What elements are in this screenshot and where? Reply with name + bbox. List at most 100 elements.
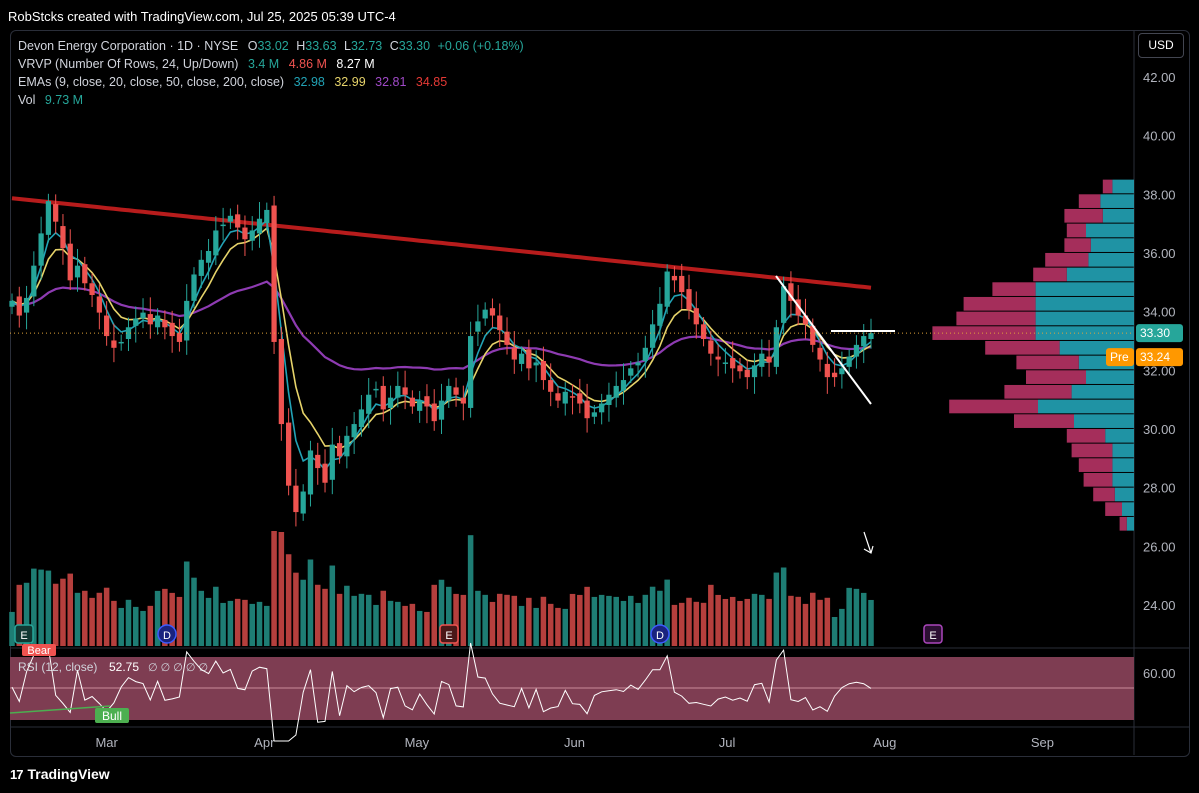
candle-body: [82, 264, 88, 284]
volume-bar: [649, 586, 656, 646]
volume-profile-up: [1071, 384, 1134, 399]
candle-body: [235, 214, 241, 228]
volume-bar: [271, 531, 277, 646]
volume-profile-up: [1035, 311, 1134, 326]
volume-bar: [198, 590, 205, 646]
volume-profile-down: [1064, 238, 1091, 252]
volume-profile-down: [1093, 487, 1115, 502]
legend-vrvp-row[interactable]: VRVP (Number Of Rows, 24, Up/Down) 3.4 M…: [18, 57, 375, 71]
candle-body: [249, 230, 255, 241]
high-value: 33.63: [305, 39, 337, 53]
vrvp-total: 8.27 M: [336, 57, 375, 71]
candle-body: [395, 385, 401, 398]
candle-body: [831, 372, 838, 378]
legend-vol-row[interactable]: Vol 9.73 M: [18, 93, 83, 107]
volume-bar: [788, 595, 794, 646]
volume-bar: [264, 605, 270, 646]
candle-body: [31, 265, 37, 297]
volume-bar: [431, 584, 437, 646]
volume-bar: [74, 592, 81, 646]
volume-bar: [329, 565, 336, 646]
volume-bar: [314, 584, 321, 646]
marker-letter: E: [929, 630, 936, 642]
volume-profile-down: [992, 282, 1036, 296]
volume-profile-down: [1014, 414, 1074, 428]
candle-body: [315, 454, 321, 469]
volume-profile-up: [1090, 238, 1134, 252]
rsi-value: 52.75: [109, 660, 139, 674]
volume-bar: [220, 602, 226, 646]
vrvp-up: 3.4 M: [247, 57, 280, 71]
volume-profile-up: [1112, 179, 1134, 194]
volume-bar: [846, 587, 852, 646]
volume-bar: [154, 590, 161, 646]
volume-profile-up: [1035, 282, 1134, 296]
earnings-marker: E: [14, 624, 34, 644]
pre-label-text: Pre: [1110, 350, 1129, 364]
volume-bar: [613, 596, 619, 646]
y-tick-label: 28.00: [1143, 481, 1176, 496]
candle-body: [540, 361, 547, 381]
candle-body: [497, 315, 503, 331]
legend-ema-row[interactable]: EMAs (9, close, 20, close, 50, close, 20…: [18, 75, 447, 89]
volume-profile-down: [1083, 472, 1113, 487]
footer-brand[interactable]: 17 TradingView: [10, 766, 110, 782]
volume-bar: [256, 601, 263, 646]
volume-bar: [809, 592, 816, 646]
candle-body: [708, 340, 714, 354]
volume-bar: [766, 598, 772, 646]
currency-button[interactable]: USD: [1138, 33, 1184, 58]
candle-body: [839, 368, 845, 375]
low-label: L: [344, 39, 351, 53]
volume-profile-down: [949, 399, 1038, 414]
ema50-line: [11, 280, 872, 371]
volume-profile-down: [1026, 370, 1086, 384]
candle-body: [664, 271, 670, 307]
volume-profile-down: [1078, 458, 1113, 472]
volume-bar: [191, 577, 197, 646]
volume-profile-up: [1100, 194, 1134, 208]
symbol-name[interactable]: Devon Energy Corporation · 1D · NYSE: [18, 39, 239, 53]
volume-bar: [824, 597, 831, 646]
earnings-marker: E: [923, 624, 943, 644]
y-tick-label: 40.00: [1143, 129, 1176, 144]
candle-body: [679, 275, 685, 293]
volume-bar: [67, 573, 74, 646]
ema20-value: 32.99: [334, 75, 366, 89]
candle-body: [293, 485, 299, 513]
candle-body: [599, 403, 605, 413]
bull-tag: [95, 708, 129, 723]
volume-bar: [853, 588, 860, 646]
y-tick-label: 26.00: [1143, 539, 1176, 554]
volume-bar: [642, 594, 649, 646]
volume-bar: [169, 592, 175, 646]
volume-bar: [132, 606, 139, 646]
candle-body: [569, 396, 576, 398]
volume-bar: [737, 600, 743, 646]
candle-body: [446, 385, 452, 401]
volume-bar: [140, 610, 146, 646]
volume-bar: [489, 601, 496, 646]
volume-bar: [759, 594, 765, 646]
volume-bar: [16, 584, 23, 646]
bear-tag: [22, 644, 56, 656]
marker-shape: [157, 624, 177, 644]
low-value: 32.73: [350, 39, 383, 53]
x-tick-label: Jun: [564, 735, 585, 750]
volume-bar: [817, 599, 823, 646]
marker-shape: [650, 624, 670, 644]
candle-body: [606, 394, 612, 405]
volume-bar: [293, 572, 299, 646]
volume-bar: [795, 596, 801, 646]
marker-shape: [14, 624, 34, 644]
volume-bar: [438, 579, 445, 646]
y-tick-label: 38.00: [1143, 187, 1176, 202]
candle-body: [802, 315, 809, 325]
volume-bar: [424, 611, 430, 646]
x-tick-label: Jul: [719, 735, 736, 750]
candle-body: [227, 215, 234, 222]
bear-tag-text: Bear: [27, 645, 51, 657]
candle-body: [38, 233, 44, 266]
candle-body: [89, 283, 95, 295]
